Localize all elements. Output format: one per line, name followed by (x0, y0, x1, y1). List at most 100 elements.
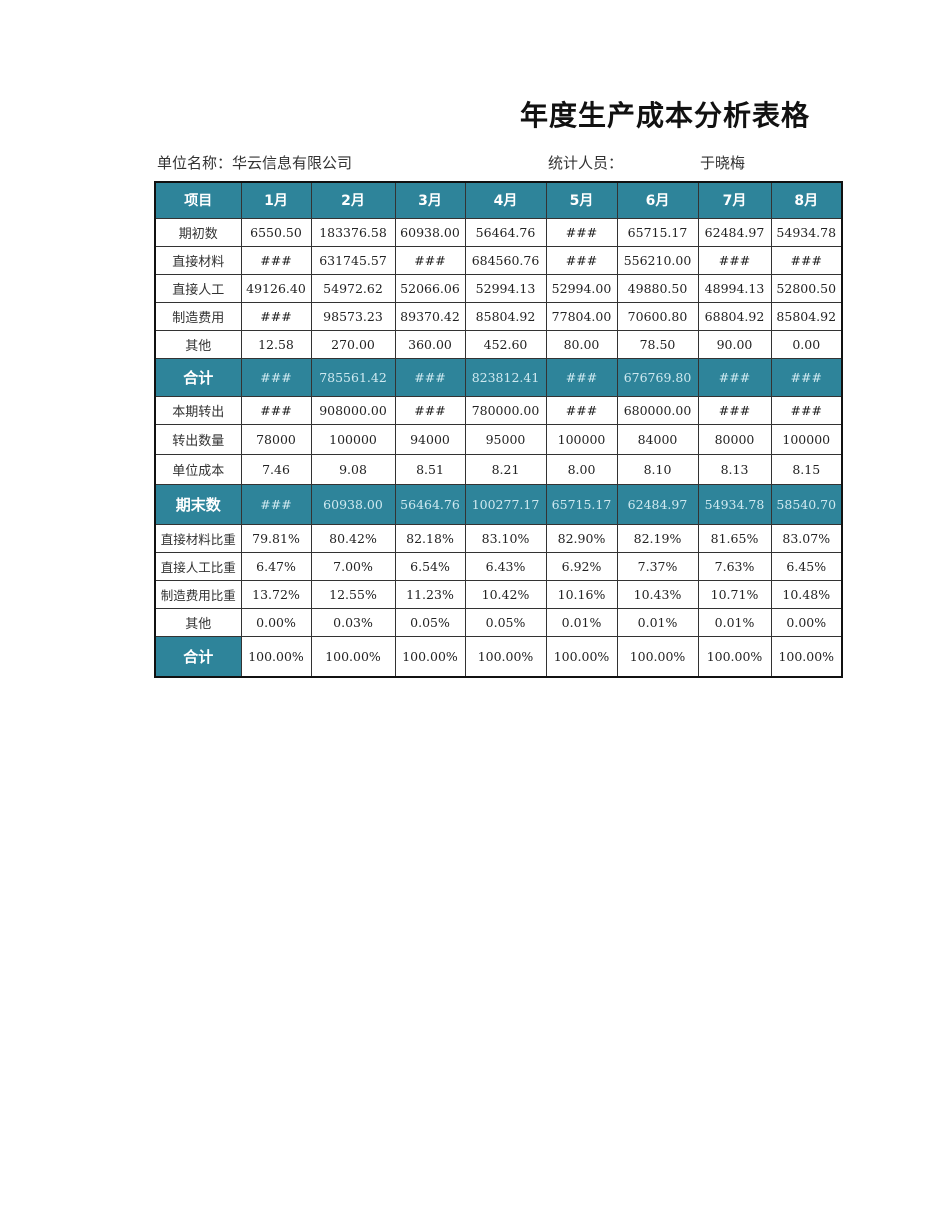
table-cell[interactable]: 54934.78 (770, 217, 843, 247)
table-cell[interactable]: 58540.70 (770, 483, 843, 525)
table-cell[interactable]: 0.00 (770, 329, 843, 359)
table-cell[interactable]: 10.43% (616, 579, 699, 609)
table-cell[interactable]: 0.00% (240, 607, 312, 637)
column-header[interactable]: 1月 (240, 181, 312, 219)
table-cell[interactable]: 8.51 (394, 453, 466, 485)
column-header[interactable]: 4月 (464, 181, 547, 219)
table-cell[interactable]: 6.47% (240, 551, 312, 581)
table-cell[interactable]: 12.55% (310, 579, 396, 609)
table-cell[interactable]: 62484.97 (616, 483, 699, 525)
table-cell[interactable]: ### (545, 245, 618, 275)
table-cell[interactable]: 0.05% (394, 607, 466, 637)
table-cell[interactable]: ### (545, 395, 618, 425)
table-cell[interactable]: 79.81% (240, 523, 312, 553)
table-cell[interactable]: ### (545, 217, 618, 247)
row-label[interactable]: 转出数量 (154, 423, 242, 455)
table-cell[interactable]: 94000 (394, 423, 466, 455)
row-label[interactable]: 本期转出 (154, 395, 242, 425)
table-cell[interactable]: 89370.42 (394, 301, 466, 331)
row-label[interactable]: 合计 (154, 357, 242, 397)
table-cell[interactable]: 12.58 (240, 329, 312, 359)
table-cell[interactable]: 100.00% (770, 635, 843, 678)
table-cell[interactable]: 77804.00 (545, 301, 618, 331)
table-cell[interactable]: 7.37% (616, 551, 699, 581)
table-cell[interactable]: 8.00 (545, 453, 618, 485)
row-label[interactable]: 直接材料 (154, 245, 242, 275)
table-cell[interactable]: ### (697, 245, 772, 275)
row-label[interactable]: 直接人工比重 (154, 551, 242, 581)
table-cell[interactable]: 6.43% (464, 551, 547, 581)
table-cell[interactable]: 80.42% (310, 523, 396, 553)
column-header[interactable]: 2月 (310, 181, 396, 219)
column-header[interactable]: 项目 (154, 181, 242, 219)
table-cell[interactable]: 10.42% (464, 579, 547, 609)
table-cell[interactable]: 100.00% (240, 635, 312, 678)
table-cell[interactable]: 82.18% (394, 523, 466, 553)
row-label[interactable]: 其他 (154, 329, 242, 359)
column-header[interactable]: 3月 (394, 181, 466, 219)
table-cell[interactable]: 68804.92 (697, 301, 772, 331)
table-cell[interactable]: 100.00% (545, 635, 618, 678)
table-cell[interactable]: 0.01% (545, 607, 618, 637)
table-cell[interactable]: 0.05% (464, 607, 547, 637)
table-cell[interactable]: 10.71% (697, 579, 772, 609)
table-cell[interactable]: 70600.80 (616, 301, 699, 331)
table-cell[interactable]: ### (770, 357, 843, 397)
table-cell[interactable]: 183376.58 (310, 217, 396, 247)
column-header[interactable]: 6月 (616, 181, 699, 219)
row-label[interactable]: 其他 (154, 607, 242, 637)
table-cell[interactable]: 52994.00 (545, 273, 618, 303)
table-cell[interactable]: 780000.00 (464, 395, 547, 425)
table-cell[interactable]: 556210.00 (616, 245, 699, 275)
table-cell[interactable]: 54934.78 (697, 483, 772, 525)
table-cell[interactable]: 908000.00 (310, 395, 396, 425)
table-cell[interactable]: 10.16% (545, 579, 618, 609)
table-cell[interactable]: 452.60 (464, 329, 547, 359)
table-cell[interactable]: 100000 (310, 423, 396, 455)
table-cell[interactable]: ### (394, 357, 466, 397)
table-cell[interactable]: 7.46 (240, 453, 312, 485)
column-header[interactable]: 8月 (770, 181, 843, 219)
row-label[interactable]: 期末数 (154, 483, 242, 525)
table-cell[interactable]: 631745.57 (310, 245, 396, 275)
table-cell[interactable]: ### (394, 245, 466, 275)
table-cell[interactable]: 0.01% (616, 607, 699, 637)
table-cell[interactable]: ### (240, 357, 312, 397)
table-cell[interactable]: 85804.92 (770, 301, 843, 331)
row-label[interactable]: 直接材料比重 (154, 523, 242, 553)
table-cell[interactable]: ### (394, 395, 466, 425)
row-label[interactable]: 制造费用 (154, 301, 242, 331)
table-cell[interactable]: 6.92% (545, 551, 618, 581)
table-cell[interactable]: 676769.80 (616, 357, 699, 397)
table-cell[interactable]: ### (697, 395, 772, 425)
table-cell[interactable]: 95000 (464, 423, 547, 455)
table-cell[interactable]: 8.13 (697, 453, 772, 485)
table-cell[interactable]: ### (240, 483, 312, 525)
table-cell[interactable]: 52066.06 (394, 273, 466, 303)
table-cell[interactable]: 11.23% (394, 579, 466, 609)
table-cell[interactable]: 65715.17 (545, 483, 618, 525)
table-cell[interactable]: 8.15 (770, 453, 843, 485)
table-cell[interactable]: 80.00 (545, 329, 618, 359)
table-cell[interactable]: 0.01% (697, 607, 772, 637)
table-cell[interactable]: 823812.41 (464, 357, 547, 397)
table-cell[interactable]: ### (545, 357, 618, 397)
table-cell[interactable]: 0.03% (310, 607, 396, 637)
table-cell[interactable]: 6.54% (394, 551, 466, 581)
table-cell[interactable]: 54972.62 (310, 273, 396, 303)
table-cell[interactable]: 100000 (770, 423, 843, 455)
table-cell[interactable]: 90.00 (697, 329, 772, 359)
table-cell[interactable]: 78000 (240, 423, 312, 455)
table-cell[interactable]: 80000 (697, 423, 772, 455)
table-cell[interactable]: 13.72% (240, 579, 312, 609)
table-cell[interactable]: 62484.97 (697, 217, 772, 247)
table-cell[interactable]: ### (770, 245, 843, 275)
table-cell[interactable]: 65715.17 (616, 217, 699, 247)
row-label[interactable]: 期初数 (154, 217, 242, 247)
table-cell[interactable]: 100.00% (464, 635, 547, 678)
column-header[interactable]: 5月 (545, 181, 618, 219)
table-cell[interactable]: 100.00% (310, 635, 396, 678)
table-cell[interactable]: 7.00% (310, 551, 396, 581)
table-cell[interactable]: 56464.76 (464, 217, 547, 247)
table-cell[interactable]: ### (770, 395, 843, 425)
